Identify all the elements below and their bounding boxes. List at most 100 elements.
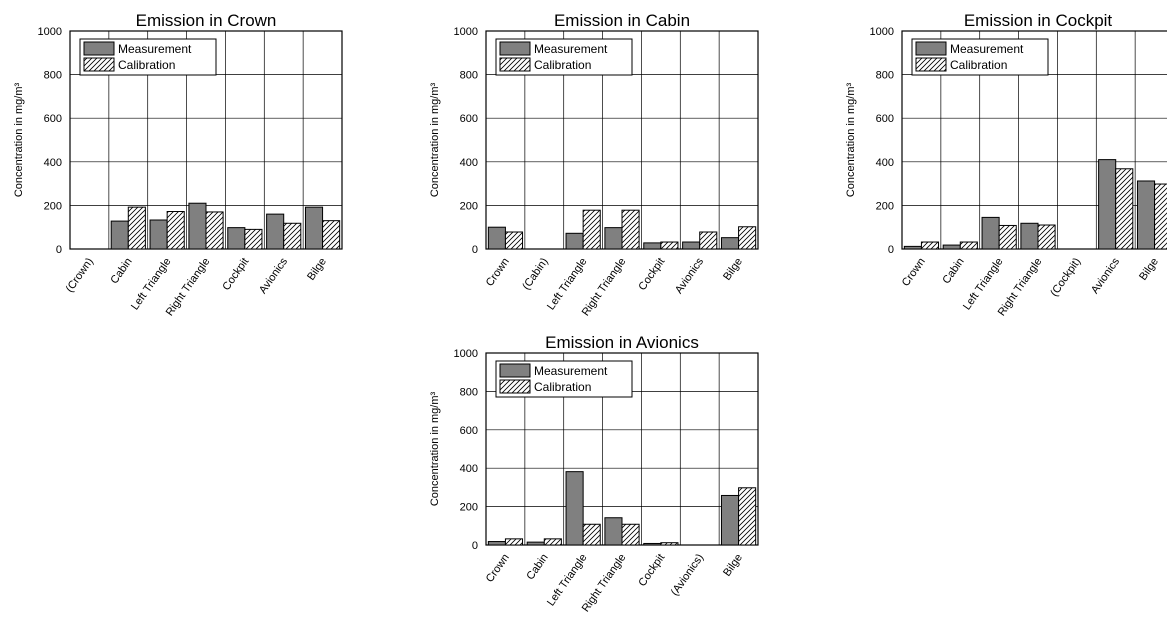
x-tick-label: Avionics (257, 255, 290, 296)
legend: Measurement Calibration (495, 360, 633, 398)
x-tick-label: (Avionics) (669, 552, 706, 598)
bar-measurement (526, 541, 545, 546)
y-tick-label: 200 (460, 502, 478, 514)
y-tick-label: 400 (44, 157, 62, 169)
bar-calibration (582, 523, 601, 546)
legend-swatch-calibration (499, 379, 531, 394)
x-tick-label: Left Triangle (129, 256, 174, 312)
y-tick-label: 400 (876, 157, 894, 169)
bar-calibration (660, 542, 679, 546)
legend-swatch-measurement (499, 363, 531, 378)
x-tick-label: (Crown) (64, 256, 96, 295)
bar-measurement (110, 220, 129, 250)
bar-calibration (582, 209, 601, 250)
x-tick-label: Cabin (524, 552, 550, 582)
y-tick-label: 1000 (870, 26, 894, 38)
bar-measurement (188, 202, 207, 250)
bar-calibration (504, 231, 524, 250)
x-tick-label: Bilge (721, 552, 745, 579)
chart-title: Emission in Avionics (545, 333, 699, 352)
x-tick-label: Avionics (1089, 255, 1122, 296)
y-tick-label: 0 (472, 540, 478, 552)
x-tick-label: Crown (484, 552, 512, 585)
bar-measurement (643, 542, 662, 546)
x-tick-label: (Cabin) (520, 256, 551, 292)
bar-calibration (166, 211, 185, 250)
x-tick-label: Left Triangle (545, 552, 590, 608)
y-axis-label: Concentration in mg/m³ (845, 83, 857, 198)
bar-measurement (304, 206, 324, 250)
legend-label: Calibration (950, 58, 1007, 72)
legend-label: Calibration (534, 380, 591, 394)
x-tick-label: Crown (900, 256, 928, 289)
legend-label: Measurement (534, 364, 608, 378)
y-tick-label: 800 (460, 70, 478, 82)
x-tick-label: Cabin (108, 256, 134, 286)
legend-swatch-calibration (83, 57, 115, 72)
y-tick-label: 600 (460, 425, 478, 437)
bar-measurement (682, 241, 701, 250)
y-tick-label: 800 (460, 386, 478, 398)
bar-measurement (227, 227, 246, 250)
y-tick-label: 600 (460, 113, 478, 125)
legend-swatch-measurement (499, 41, 531, 56)
y-tick-label: 600 (44, 113, 62, 125)
bar-calibration (1154, 183, 1167, 250)
bar-measurement (487, 226, 506, 250)
chart-panel-2: Emission in Cockpit 0 200 400 600 800 1000 Conc… (845, 11, 1167, 318)
bar-calibration (543, 538, 562, 546)
legend-swatch-calibration (915, 57, 947, 72)
bar-measurement (981, 216, 1000, 250)
legend: Measurement Calibration (911, 38, 1049, 76)
legend-swatch-calibration (499, 57, 531, 72)
bar-measurement (604, 227, 623, 250)
y-tick-label: 1000 (454, 26, 478, 38)
x-tick-label: Left Triangle (961, 256, 1006, 312)
bar-calibration (998, 224, 1017, 250)
bar-calibration (738, 487, 757, 546)
legend: Measurement Calibration (495, 38, 633, 76)
bar-calibration (283, 222, 302, 250)
y-tick-label: 0 (888, 244, 894, 256)
legend-label: Calibration (118, 58, 175, 72)
bar-calibration (1037, 224, 1056, 250)
x-tick-label: (Cockpit) (1048, 256, 1083, 299)
bar-calibration (920, 241, 940, 250)
y-axis-label: Concentration in mg/m³ (13, 83, 25, 198)
bar-measurement (149, 219, 168, 250)
x-tick-label: Bilge (1137, 256, 1161, 283)
y-tick-label: 400 (460, 463, 478, 475)
x-tick-label: Cabin (940, 256, 966, 286)
bar-measurement (720, 494, 740, 546)
y-tick-label: 200 (460, 200, 478, 212)
y-tick-label: 600 (876, 113, 894, 125)
bar-measurement (565, 232, 584, 250)
y-tick-label: 1000 (454, 348, 478, 360)
bar-calibration (738, 226, 757, 250)
legend: Measurement Calibration (79, 38, 217, 76)
bar-measurement (942, 244, 961, 250)
bar-calibration (322, 220, 341, 250)
bar-calibration (205, 211, 224, 250)
bar-measurement (565, 471, 584, 546)
x-tick-label: Crown (484, 256, 512, 289)
y-axis-label: Concentration in mg/m³ (429, 392, 441, 507)
x-tick-label: Cockpit (220, 256, 251, 293)
legend-swatch-measurement (83, 41, 115, 56)
bar-measurement (604, 517, 623, 546)
bar-calibration (244, 228, 263, 250)
x-tick-label: Bilge (721, 256, 745, 283)
legend-label: Measurement (950, 42, 1024, 56)
bar-measurement (1136, 180, 1156, 250)
bar-measurement (1098, 159, 1117, 250)
y-tick-label: 200 (44, 200, 62, 212)
y-tick-label: 800 (876, 70, 894, 82)
bar-measurement (487, 541, 506, 546)
x-tick-label: Avionics (673, 255, 706, 296)
bar-calibration (699, 231, 718, 250)
legend-label: Calibration (534, 58, 591, 72)
bar-calibration (621, 209, 640, 250)
legend-swatch-measurement (915, 41, 947, 56)
chart-title: Emission in Cabin (554, 11, 690, 30)
